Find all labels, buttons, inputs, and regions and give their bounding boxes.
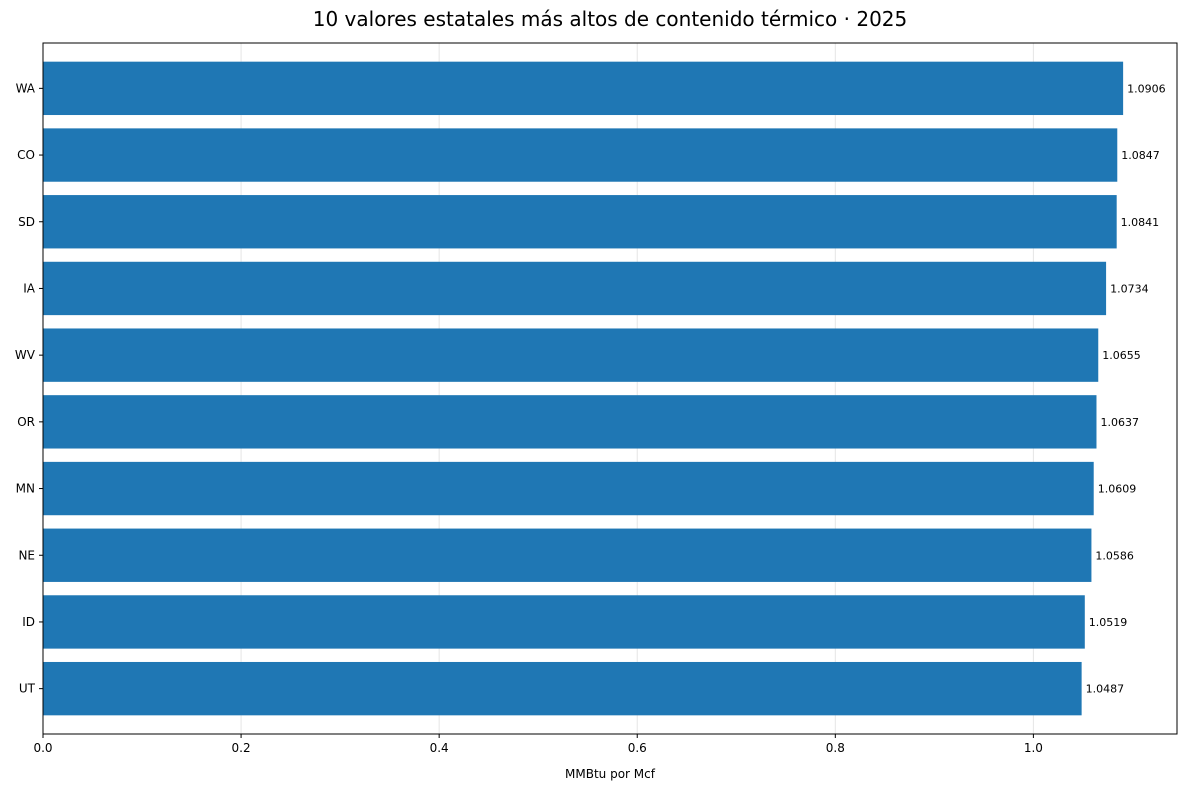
value-label-mn: 1.0609 [1098, 483, 1137, 496]
y-tick-label-ia: IA [23, 281, 36, 295]
x-axis-ticks: 0.0 0.2 0.4 0.6 0.8 1.0 [33, 734, 1043, 755]
value-label-ne: 1.0586 [1095, 549, 1134, 562]
x-tick-label: 0.0 [33, 741, 52, 755]
y-tick-label-co: CO [17, 148, 35, 162]
value-label-ia: 1.0734 [1110, 282, 1149, 295]
y-axis-ticks: WA CO SD IA WV OR MN NE ID UT [15, 81, 43, 696]
value-label-sd: 1.0841 [1121, 216, 1160, 229]
x-tick-label: 0.2 [232, 741, 251, 755]
bar-sd [43, 195, 1117, 249]
x-tick-label: 1.0 [1024, 741, 1043, 755]
y-tick-label-or: OR [17, 415, 35, 429]
bar-ne [43, 528, 1092, 582]
y-tick-label-sd: SD [18, 215, 35, 229]
x-tick-label: 0.8 [826, 741, 845, 755]
x-tick-label: 0.6 [628, 741, 647, 755]
y-tick-label-id: ID [22, 615, 35, 629]
y-tick-label-mn: MN [16, 482, 35, 496]
y-tick-label-wv: WV [15, 348, 36, 362]
bar-ut [43, 661, 1082, 716]
value-label-id: 1.0519 [1089, 616, 1128, 629]
bar-mn [43, 461, 1094, 516]
plot-frame [42, 42, 1178, 735]
value-label-or: 1.0637 [1100, 416, 1139, 429]
value-labels: 1.0906 1.0847 1.0841 1.0734 1.0655 1.0637 1.06… [1086, 82, 1166, 695]
bars [43, 61, 1124, 716]
y-tick-label-ne: NE [18, 548, 35, 562]
value-label-wv: 1.0655 [1102, 349, 1141, 362]
value-label-ut: 1.0487 [1086, 683, 1125, 696]
bar-wa [43, 61, 1124, 116]
bar-id [43, 595, 1085, 649]
value-label-wa: 1.0906 [1127, 82, 1166, 95]
bar-co [43, 128, 1118, 182]
bar-or [43, 395, 1097, 449]
value-label-co: 1.0847 [1121, 149, 1160, 162]
bar-wv [43, 328, 1099, 382]
x-axis-label: MMBtu por Mcf [565, 767, 656, 781]
chart-title: 10 valores estatales más altos de conten… [313, 7, 908, 31]
y-tick-label-ut: UT [19, 682, 36, 696]
bar-ia [43, 261, 1107, 316]
x-tick-label: 0.4 [430, 741, 449, 755]
y-tick-label-wa: WA [16, 81, 36, 95]
